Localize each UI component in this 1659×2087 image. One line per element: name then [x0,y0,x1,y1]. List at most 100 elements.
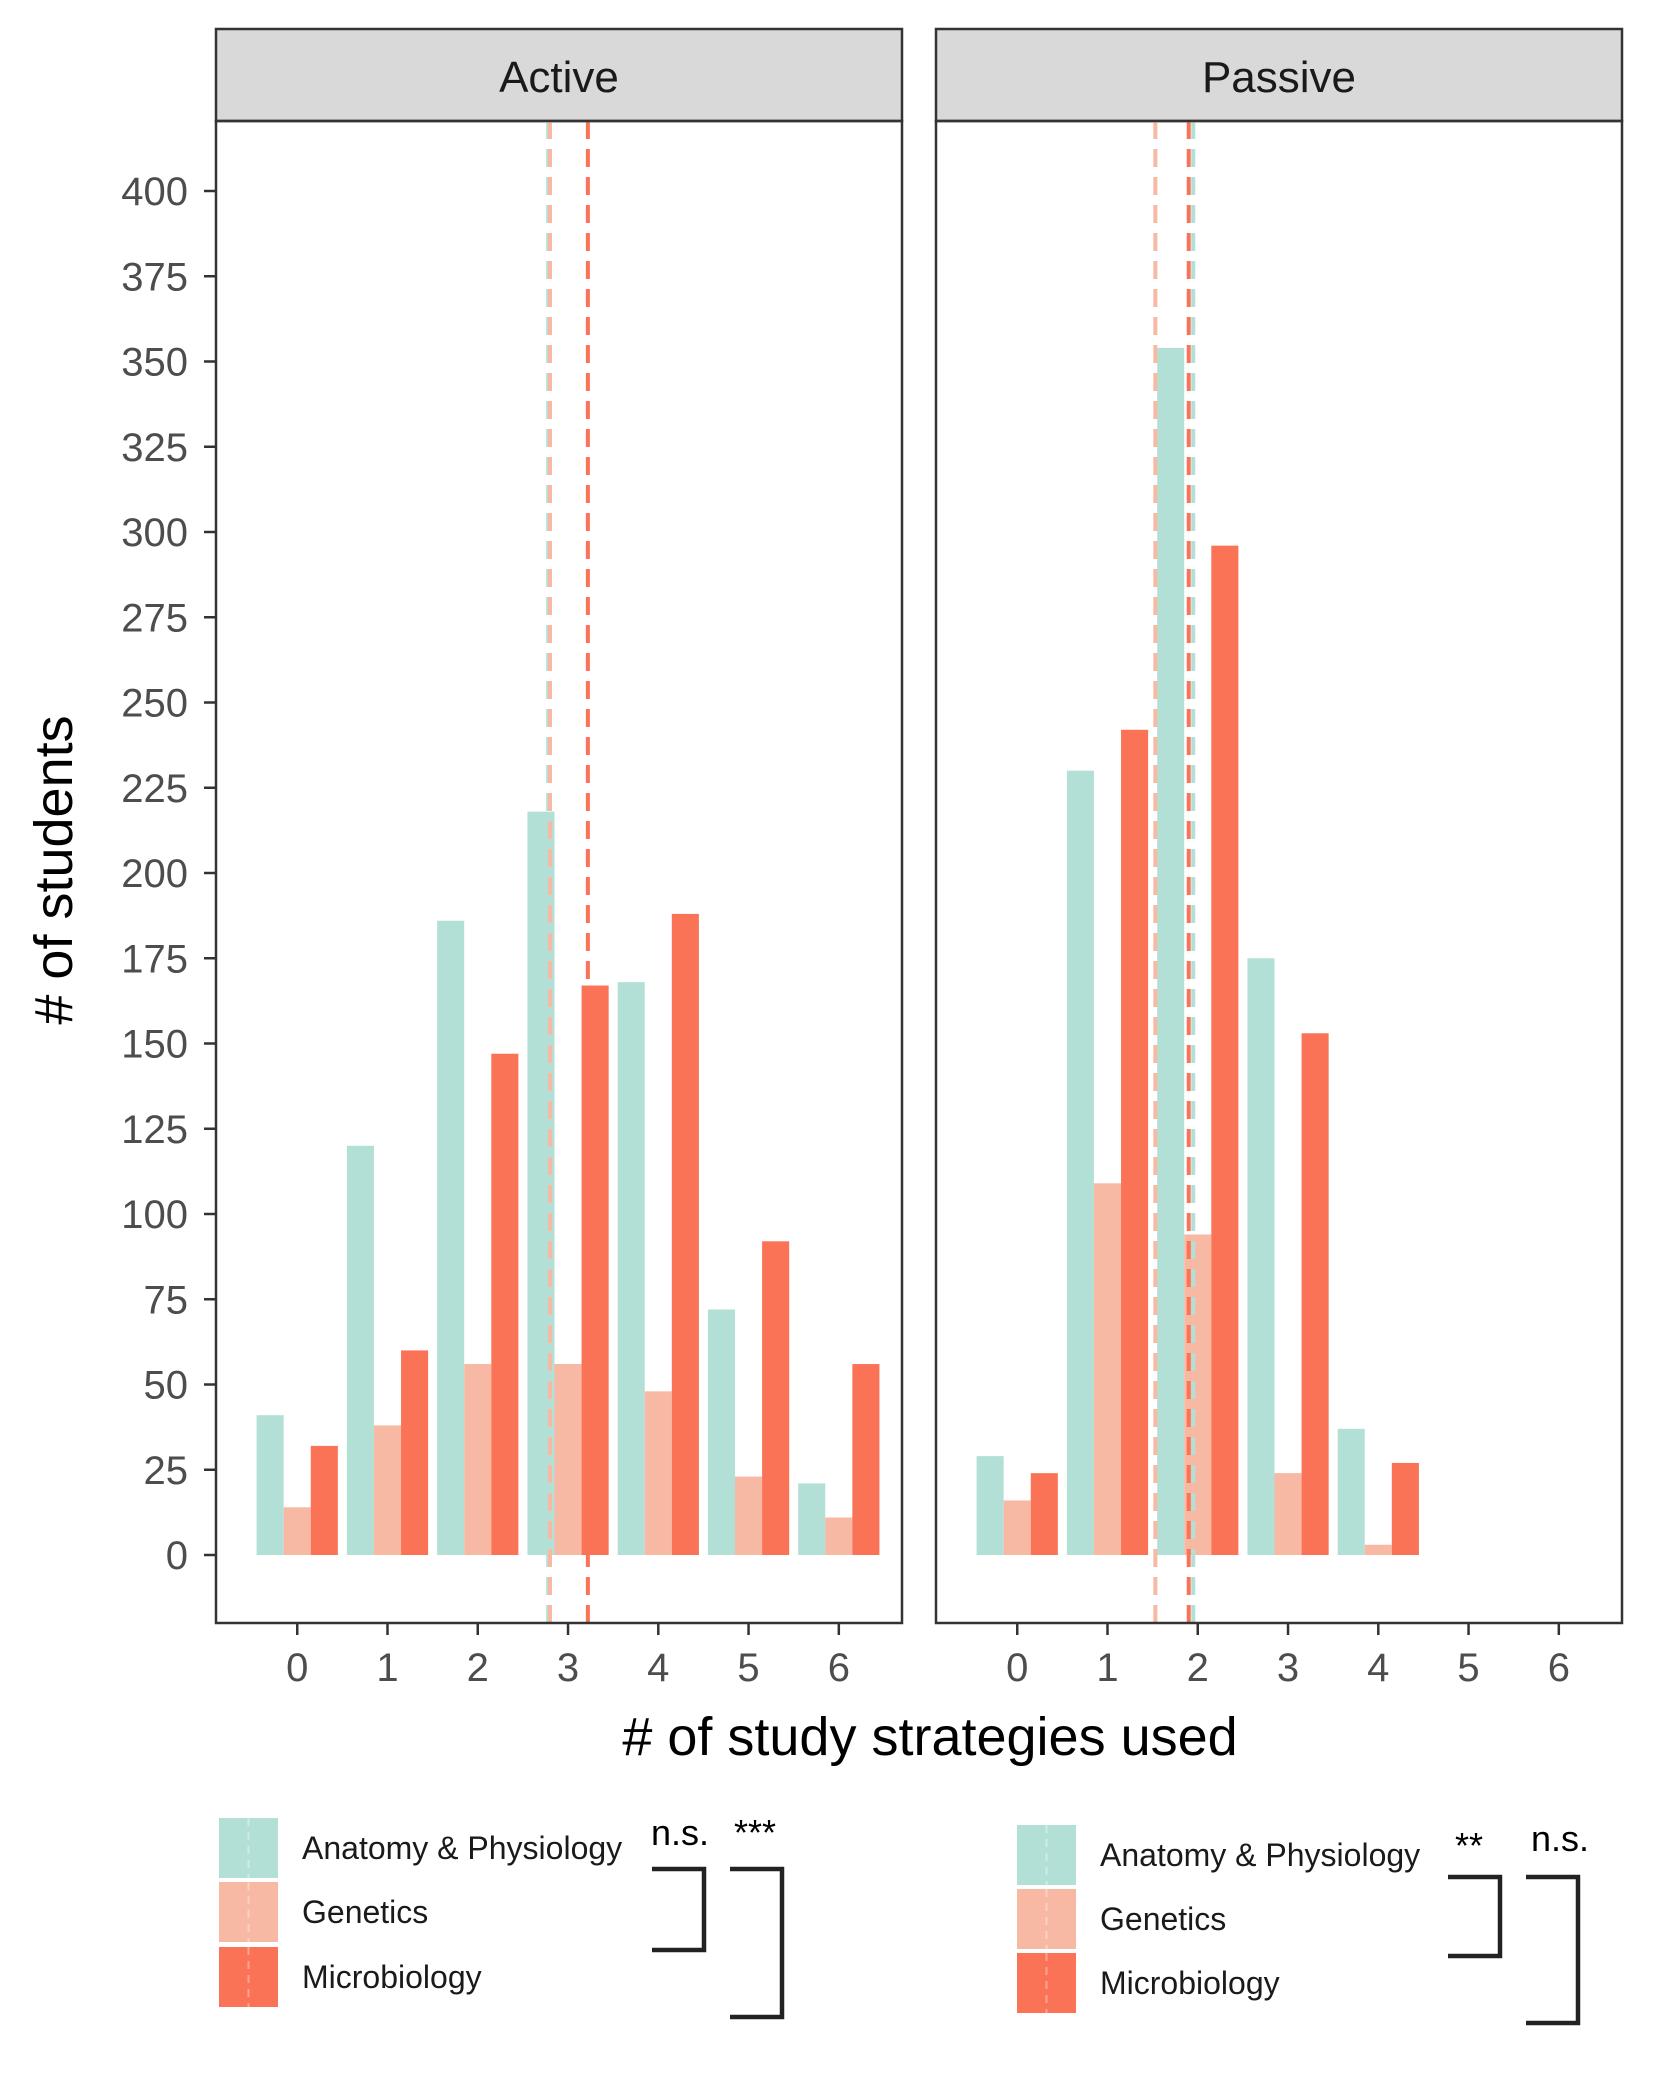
legend-label: Microbiology [302,1959,482,1995]
significance-label: ** [1455,1825,1483,1866]
bar [310,1445,338,1555]
legend-passive: Anatomy & Physiology Genetics Microbiology… [1017,1818,1589,2026]
bar [735,1476,763,1555]
legend-label: Anatomy & Physiology [302,1830,622,1866]
panel-strip [214,27,904,123]
bar [852,1364,880,1555]
y-tick-label: 300 [121,511,188,555]
x-axis-title: # of study strategies used [622,1707,1237,1767]
x-tick-label: 0 [286,1646,308,1690]
legend-key [219,1818,278,1878]
x-tick-label: 0 [1006,1646,1028,1690]
bar [1301,1033,1329,1555]
x-tick-label: 3 [557,1646,579,1690]
y-tick-label: 100 [121,1193,188,1237]
x-tick-label: 5 [1457,1646,1479,1690]
legend-key [219,1882,278,1942]
y-tick-label: 200 [121,852,188,896]
bar [554,1364,582,1555]
bar [644,1391,672,1555]
x-tick-label: 6 [1548,1646,1570,1690]
bar [762,1241,790,1555]
significance-label: *** [734,1812,776,1853]
y-tick-label: 150 [121,1023,188,1067]
x-tick-label: 1 [1096,1646,1118,1690]
legend-layer: Anatomy & Physiology Genetics Microbiology… [219,1812,1589,2026]
y-tick-label: 250 [121,682,188,726]
legend-key [1017,1825,1076,1885]
y-tick-label: 325 [121,426,188,470]
x-tick-label: 2 [467,1646,489,1690]
y-axis: 0 25 50 75 100 125 150 175 200 225 250 275 300 325 350… [121,170,216,1578]
bar [671,913,699,1555]
bar [1093,1183,1122,1555]
y-tick-label: 175 [121,937,188,981]
bar [1066,770,1094,1555]
bar [581,985,609,1555]
bar [464,1364,492,1555]
y-tick-label: 350 [121,341,188,385]
bar [1274,1473,1302,1555]
bar [825,1517,853,1555]
y-tick-label: 25 [144,1449,189,1493]
legend-key [219,1947,278,2007]
bar [798,1483,826,1555]
significance-bracket [652,1866,707,1953]
legend-key [1017,1889,1076,1949]
panel-strip [934,27,1624,123]
bar [1364,1544,1392,1555]
x-tick-label: 4 [647,1646,669,1690]
y-axis-title: # of students [24,715,84,1024]
y-tick-label: 0 [166,1534,188,1578]
y-tick-label: 375 [121,255,188,299]
bar [976,1456,1004,1555]
significance-label: n.s. [1531,1818,1589,1859]
panel-passive: Passive 0 1 2 3 4 5 6 [934,27,1624,1690]
bar [1337,1428,1365,1555]
significance-bracket [730,1866,785,2020]
legend-active: Anatomy & Physiology Genetics Microbiology… [219,1812,785,2020]
bar [1391,1462,1419,1555]
x-tick-label: 6 [828,1646,850,1690]
bar [1003,1500,1031,1555]
bar [1157,347,1185,1555]
significance-label: n.s. [651,1812,709,1853]
panel-active: Active 0 1 2 3 4 5 6 [214,27,904,1690]
panel-border [934,119,1624,1625]
bar [707,1309,736,1555]
bar [256,1415,284,1555]
bar [401,1350,429,1555]
legend-label: Genetics [1100,1901,1226,1937]
x-tick-label: 1 [376,1646,398,1690]
bar [1211,545,1239,1555]
legend-label: Genetics [302,1894,428,1930]
bar [437,920,465,1555]
y-tick-label: 400 [121,170,188,214]
y-tick-label: 275 [121,596,188,640]
legend-label: Microbiology [1100,1965,1280,2001]
bar [1030,1473,1058,1555]
panels-layer: Active 0 1 2 3 4 5 6 Passive 0 1 2 3 4 5 6 [214,27,1624,1690]
bar [1247,958,1275,1555]
bar [1121,729,1149,1555]
bar [346,1145,374,1555]
x-tick-label: 3 [1277,1646,1299,1690]
significance-bracket [1526,1874,1581,2026]
y-tick-label: 75 [144,1278,189,1322]
panel-title: Passive [1202,53,1356,102]
panel-title: Active [499,53,619,102]
legend-key [1017,1953,1076,2013]
legend-label: Anatomy & Physiology [1100,1837,1420,1873]
bar [373,1425,402,1555]
y-tick-label: 50 [144,1364,189,1408]
significance-bracket [1448,1874,1503,1959]
y-tick-label: 225 [121,767,188,811]
x-tick-label: 5 [737,1646,759,1690]
y-tick-label: 125 [121,1108,188,1152]
x-tick-label: 4 [1367,1646,1389,1690]
x-tick-label: 2 [1187,1646,1209,1690]
bar [491,1053,519,1555]
bar [283,1507,311,1555]
bar [617,982,645,1555]
